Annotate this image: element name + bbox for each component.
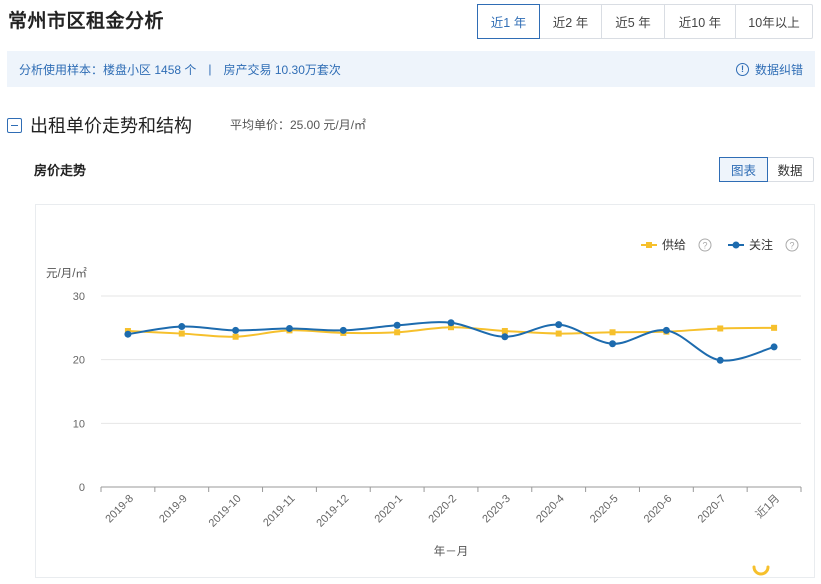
data-point-supply	[232, 333, 239, 340]
data-point-supply	[448, 324, 454, 331]
section-header: 出租单价走势和结构	[7, 112, 192, 138]
data-point-attention	[447, 319, 455, 327]
y-tick-label: 10	[73, 418, 85, 430]
tab-1-year[interactable]: 近1 年	[477, 4, 540, 39]
x-tick-label: 2019-9	[157, 493, 190, 526]
x-axis-title: 年－月	[434, 544, 469, 558]
x-tick-label: 2019-8	[103, 493, 136, 526]
sample-separator: |	[208, 62, 212, 76]
y-tick-label: 0	[79, 482, 85, 494]
section-title: 出租单价走势和结构	[30, 116, 192, 136]
x-tick-label: 2020-2	[426, 493, 459, 526]
data-point-supply	[178, 330, 185, 337]
data-view-button[interactable]: 数据	[777, 164, 803, 178]
x-tick-label: 2019-11	[261, 493, 297, 529]
legend-marker-attention	[732, 241, 740, 249]
data-point-attention	[285, 324, 293, 332]
x-tick-label: 近1月	[753, 492, 782, 521]
data-point-attention	[232, 326, 240, 334]
data-point-supply	[609, 329, 616, 336]
help-icon-glyph: ?	[702, 241, 707, 251]
data-point-attention	[393, 321, 401, 329]
y-tick-label: 20	[73, 355, 85, 367]
data-point-attention	[339, 326, 347, 334]
x-tick-label: 2020-3	[480, 493, 513, 526]
data-point-supply	[771, 324, 778, 331]
data-point-supply	[394, 329, 401, 336]
minus-square-icon[interactable]	[7, 117, 22, 133]
sample-prefix: 分析使用样本：	[19, 62, 104, 77]
tab-2-years[interactable]: 近2 年	[539, 5, 601, 38]
y-axis-title: 元/月/㎡	[46, 267, 87, 280]
sample-transactions: 房产交易 10.30万套次	[223, 62, 341, 77]
help-icon[interactable]	[785, 238, 799, 252]
data-point-attention	[178, 323, 186, 331]
view-toggle: 图表 数据	[719, 157, 814, 182]
x-tick-label: 2020-7	[696, 493, 729, 526]
sample-estates: 楼盘小区 1458 个	[103, 62, 197, 77]
data-point-attention	[716, 356, 724, 364]
data-point-supply	[501, 328, 508, 335]
data-point-supply	[555, 330, 562, 337]
help-icon-glyph: ?	[789, 241, 794, 251]
x-tick-label: 2020-4	[534, 493, 567, 526]
legend-marker-supply	[646, 242, 652, 248]
y-tick-label: 30	[73, 291, 85, 303]
data-point-attention	[609, 340, 617, 348]
info-icon: !	[735, 62, 749, 76]
x-tick-label: 2019-12	[314, 493, 351, 530]
page-title: 常州市区租金分析	[8, 11, 165, 32]
time-range-tabs: 近1 年 近2 年 近5 年 近10 年 10年以上	[477, 4, 813, 39]
tab-10-years[interactable]: 近10 年	[664, 5, 735, 38]
average-price: 平均单价：25.00 元/月/㎡	[230, 118, 367, 132]
data-point-attention	[501, 333, 509, 341]
data-correction-label: 数据纠错	[754, 62, 803, 77]
tab-over-10-years[interactable]: 10年以上	[735, 5, 812, 38]
legend-label-supply: 供给	[662, 238, 686, 252]
sample-info-bar: 分析使用样本： 楼盘小区 1458 个 | 房产交易 10.30万套次 ! 数据…	[7, 51, 815, 87]
chart-subtitle: 房价走势	[34, 163, 87, 178]
help-icon[interactable]	[698, 238, 712, 252]
loading-spinner-icon	[752, 565, 770, 576]
chart-container: 0 10 20 30 2019-8 2019-9 2019-10 2019-11 2019-12…	[35, 204, 815, 578]
x-tick-label: 2020-5	[588, 493, 621, 526]
x-tick-label: 2020-6	[642, 493, 675, 526]
x-tick-label: 2020-1	[373, 493, 406, 526]
data-correction-link[interactable]: ! 数据纠错	[735, 61, 803, 78]
chart-view-button[interactable]: 图表	[719, 157, 768, 182]
data-point-attention	[770, 343, 778, 351]
tab-5-years[interactable]: 近5 年	[601, 5, 664, 38]
legend-label-attention: 关注	[749, 237, 773, 252]
data-point-supply	[717, 325, 724, 332]
data-point-attention	[662, 326, 670, 334]
data-point-attention	[555, 321, 563, 329]
price-trend-chart: 0 10 20 30 2019-8 2019-9 2019-10 2019-11 2019-12…	[46, 237, 802, 576]
x-tick-label: 2019-10	[207, 493, 244, 530]
data-point-attention	[124, 330, 132, 338]
